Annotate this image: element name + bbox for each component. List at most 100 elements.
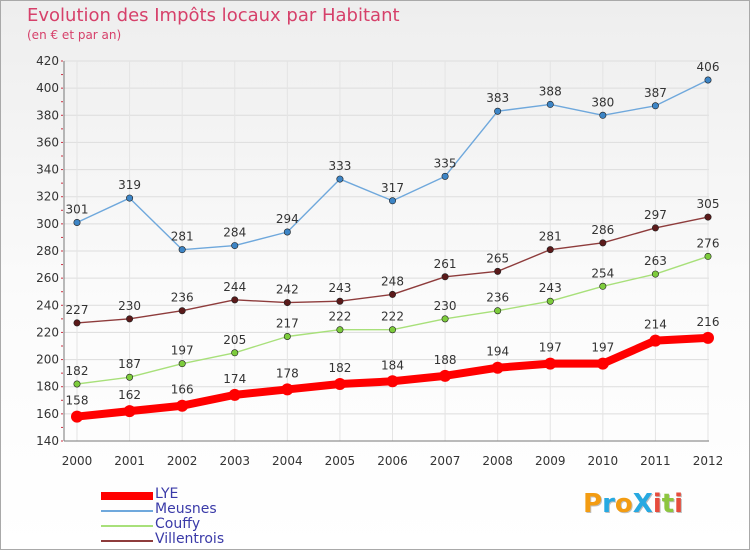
data-point-meusnes xyxy=(546,100,554,108)
data-label-villentrois: 230 xyxy=(118,299,141,313)
legend-label-lye: LYE xyxy=(155,486,179,502)
data-point-lye xyxy=(228,388,241,401)
data-label-meusnes: 317 xyxy=(381,181,404,195)
data-point-couffy xyxy=(599,282,607,290)
data-point-lye xyxy=(71,410,83,423)
data-point-villentrois xyxy=(388,290,396,298)
legend-swatch-villentrois xyxy=(101,540,153,542)
data-point-meusnes xyxy=(441,172,449,180)
x-tick-label: 2003 xyxy=(219,454,250,468)
data-label-meusnes: 383 xyxy=(486,91,509,105)
data-point-lye xyxy=(544,357,557,370)
data-label-meusnes: 406 xyxy=(697,60,720,74)
data-point-meusnes xyxy=(283,228,291,236)
data-point-villentrois xyxy=(494,267,502,275)
logo-letter: r xyxy=(602,489,615,519)
data-label-villentrois: 305 xyxy=(697,197,720,211)
y-minor-tick xyxy=(61,182,63,184)
x-tick-label: 2000 xyxy=(62,454,93,468)
y-minor-tick xyxy=(61,399,63,401)
data-point-villentrois xyxy=(283,299,291,307)
x-tick-label: 2008 xyxy=(482,454,513,468)
data-point-meusnes xyxy=(494,107,502,115)
data-label-couffy: 217 xyxy=(276,317,299,331)
data-label-couffy: 230 xyxy=(434,299,457,313)
data-point-villentrois xyxy=(651,224,659,232)
data-point-couffy xyxy=(704,252,712,260)
data-point-lye xyxy=(281,383,294,396)
chart-title: Evolution des Impôts locaux par Habitant xyxy=(27,5,400,26)
data-label-couffy: 187 xyxy=(118,357,141,371)
logo-letter: t xyxy=(661,489,675,519)
x-tick-label: 2012 xyxy=(693,454,724,468)
y-tick-label: 240 xyxy=(36,298,59,312)
y-minor-tick xyxy=(61,318,63,320)
x-tick-label: 2002 xyxy=(167,454,198,468)
y-minor-tick xyxy=(61,74,63,76)
y-tick-label: 320 xyxy=(36,190,59,204)
x-tick-label: 2004 xyxy=(272,454,303,468)
data-label-villentrois: 242 xyxy=(276,283,299,297)
data-point-villentrois xyxy=(599,239,607,247)
data-point-villentrois xyxy=(546,246,554,254)
logo-letter: i xyxy=(674,489,684,519)
data-point-meusnes xyxy=(336,175,344,183)
data-point-lye xyxy=(176,399,189,412)
legend-label-villentrois: Villentrois xyxy=(155,531,225,547)
data-label-couffy: 205 xyxy=(223,333,246,347)
chart-subtitle: (en € et par an) xyxy=(27,28,122,42)
data-point-lye xyxy=(386,375,399,388)
data-label-meusnes: 388 xyxy=(539,84,562,98)
data-point-couffy xyxy=(73,380,81,388)
x-tick-label: 2009 xyxy=(535,454,566,468)
y-minor-tick xyxy=(61,291,63,293)
data-point-couffy xyxy=(178,360,186,368)
x-tick-label: 2010 xyxy=(588,454,619,468)
proxiti-logo: ProXiti xyxy=(583,489,683,519)
y-minor-tick xyxy=(61,426,63,428)
y-minor-tick xyxy=(61,114,63,116)
data-label-villentrois: 261 xyxy=(434,257,457,271)
data-label-meusnes: 333 xyxy=(328,159,351,173)
data-point-villentrois xyxy=(126,315,134,323)
data-point-villentrois xyxy=(231,296,239,304)
data-point-lye xyxy=(596,357,609,370)
y-minor-tick xyxy=(61,155,63,157)
y-tick-label: 260 xyxy=(36,271,59,285)
y-tick-label: 200 xyxy=(36,353,59,367)
data-label-lye: 158 xyxy=(66,394,89,408)
y-minor-tick xyxy=(61,101,63,103)
data-point-couffy xyxy=(441,315,449,323)
data-label-meusnes: 380 xyxy=(591,95,614,109)
data-label-villentrois: 236 xyxy=(171,291,194,305)
data-label-villentrois: 265 xyxy=(486,251,509,265)
y-tick-label: 220 xyxy=(36,325,59,339)
data-label-villentrois: 281 xyxy=(539,230,562,244)
y-minor-tick xyxy=(61,440,63,442)
x-tick-label: 2001 xyxy=(114,454,145,468)
y-minor-tick xyxy=(61,277,63,279)
data-point-meusnes xyxy=(126,194,134,202)
data-point-couffy xyxy=(651,270,659,278)
legend-swatch-meusnes xyxy=(101,510,153,512)
y-minor-tick xyxy=(61,331,63,333)
data-label-couffy: 276 xyxy=(697,236,720,250)
data-label-meusnes: 335 xyxy=(434,156,457,170)
y-tick-label: 420 xyxy=(36,54,59,68)
data-label-couffy: 222 xyxy=(328,310,351,324)
data-label-lye: 184 xyxy=(381,358,404,372)
data-label-villentrois: 297 xyxy=(644,208,667,222)
data-point-meusnes xyxy=(178,246,186,254)
y-tick-label: 280 xyxy=(36,244,59,258)
data-point-couffy xyxy=(494,307,502,315)
y-minor-tick xyxy=(61,196,63,198)
data-label-lye: 182 xyxy=(328,361,351,375)
data-label-villentrois: 244 xyxy=(223,280,246,294)
data-label-meusnes: 284 xyxy=(223,226,246,240)
y-minor-tick xyxy=(61,209,63,211)
data-label-couffy: 263 xyxy=(644,254,667,268)
data-point-villentrois xyxy=(178,307,186,315)
data-label-lye: 197 xyxy=(539,341,562,355)
